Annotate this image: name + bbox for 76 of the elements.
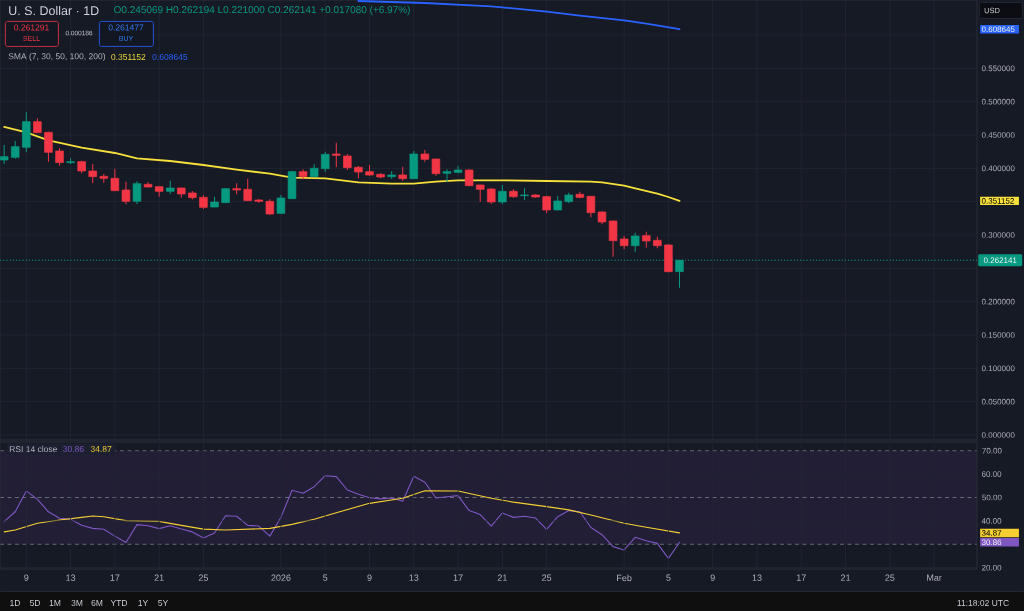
candlestick: [44, 131, 53, 163]
annotation: 0.261477: [108, 24, 144, 31]
candlestick: [88, 163, 97, 184]
y-tick-label: 0.300000: [981, 232, 1015, 238]
y-tick-label: 60.00: [981, 471, 1002, 477]
annotation: 0.261291: [14, 24, 49, 31]
y-tick-label: 30.86: [981, 539, 1002, 546]
text: YTD: [110, 600, 128, 606]
y-tick-label: 0.100000: [981, 365, 1015, 372]
text: 5Y: [158, 600, 169, 606]
x-tick-label: 21: [497, 574, 507, 581]
annotation: 0.608645: [152, 53, 188, 60]
legend-title: RSI 14 close: [9, 445, 57, 453]
x-tick-label: 17: [110, 574, 120, 581]
legend-title: SMA (7, 30, 50, 100, 200): [8, 53, 105, 61]
text: 11:18:02 UTC: [957, 600, 1009, 606]
ref-line-label: 0.262141: [983, 257, 1017, 264]
candlestick: [110, 168, 120, 192]
y-tick-label: 0.608645: [981, 26, 1015, 33]
x-tick-label: 17: [453, 574, 463, 581]
annotation: 30.86: [63, 446, 84, 452]
y-tick-label: 0.050000: [981, 398, 1015, 405]
line-series: [3, 475, 681, 559]
candlestick: [0, 144, 9, 165]
candlestick: [498, 184, 507, 205]
y-tick-label: 34.87: [981, 530, 1002, 536]
y-tick-label: 0.550000: [981, 65, 1015, 72]
y-tick-label: 0.500000: [981, 98, 1015, 105]
text: 1Y: [138, 600, 149, 606]
candlestick: [121, 181, 131, 205]
x-tick-label: 9: [24, 574, 29, 581]
x-tick-label: 5: [666, 574, 671, 581]
ref-line-label: 50.00: [982, 494, 1002, 501]
candlestick: [320, 151, 330, 173]
y-tick-label: 0.450000: [981, 132, 1015, 138]
candlestick: [608, 220, 618, 258]
x-tick-label: 9: [367, 574, 372, 581]
x-tick-label: 2026: [271, 574, 291, 581]
x-tick-label: 17: [796, 574, 806, 581]
ref-line-label: 70.00: [982, 447, 1002, 454]
x-tick-label: 9: [710, 574, 715, 581]
y-tick-label: 40.00: [981, 518, 1002, 524]
y-tick-label: 20.00: [981, 564, 1002, 571]
x-tick-label: 5: [323, 574, 328, 581]
candlestick: [243, 178, 252, 202]
candlestick: [276, 194, 286, 215]
x-tick-label: 21: [841, 574, 851, 581]
x-tick-label: 25: [885, 574, 895, 581]
y-tick-label: 0.400000: [981, 165, 1015, 172]
x-tick-label: 13: [66, 574, 76, 581]
text: 1M: [49, 600, 61, 606]
y-tick-label: 0.000000: [981, 432, 1015, 438]
text: O0.245069 H0.262194 L0.221000 C0.262141 +0.017080 (+6.97%): [114, 5, 410, 16]
y-tick-label: 0.150000: [981, 332, 1015, 338]
x-tick-label: 13: [752, 574, 762, 581]
candlestick: [332, 142, 341, 168]
candlestick: [132, 180, 142, 205]
candlestick: [630, 232, 640, 253]
line-series: [3, 490, 681, 534]
chart-title: U. S. Dollar · 1D: [9, 5, 99, 16]
candlestick: [442, 168, 452, 183]
text: 5D: [29, 600, 41, 606]
x-tick-label: Feb: [617, 574, 632, 582]
candlestick: [154, 185, 164, 198]
x-tick-label: Mar: [927, 574, 942, 581]
annotation: 34.87: [90, 446, 112, 452]
x-tick-label: 13: [409, 574, 419, 581]
x-tick-label: 25: [542, 574, 552, 581]
text: 1D: [10, 600, 21, 606]
y-tick-label: 0.200000: [981, 298, 1015, 305]
text: 6M: [91, 600, 103, 606]
text: 3M: [71, 600, 83, 606]
y-tick-label: 0.351152: [981, 198, 1014, 204]
x-tick-label: 25: [198, 574, 209, 581]
annotation: 0.351152: [111, 53, 146, 60]
x-tick-label: 21: [154, 574, 164, 581]
